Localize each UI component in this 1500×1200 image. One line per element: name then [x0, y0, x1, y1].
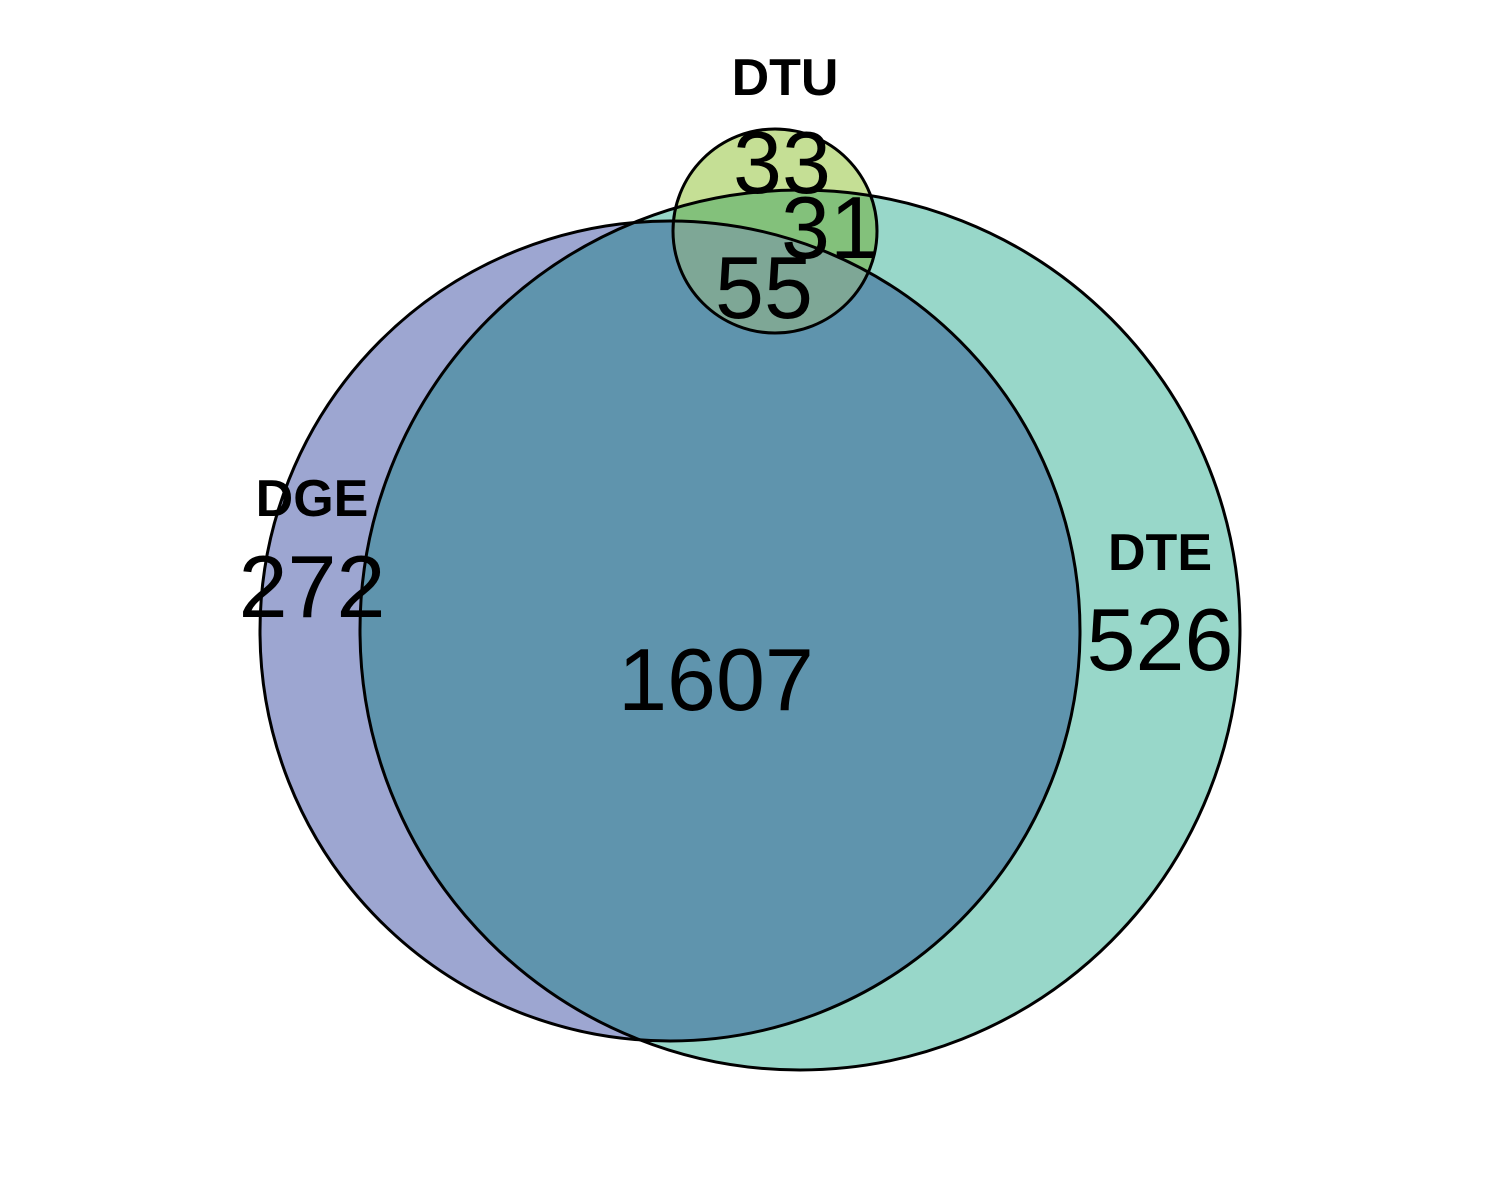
dge-dte-dtu-count: 55 [715, 238, 813, 337]
overlap-fills [360, 190, 1080, 1041]
dge-dte-count: 1607 [618, 630, 814, 729]
set-outlines [258, 127, 1242, 1072]
dtu-only-count: 33 [733, 113, 831, 212]
dte-dtu-count: 31 [781, 178, 879, 277]
dtu-circle-outline [671, 127, 879, 335]
dtu-set-label: DTU [732, 49, 839, 107]
dge-dte-overlap-fill [360, 221, 1080, 1041]
dte-only-count: 526 [1087, 590, 1234, 689]
dge-circle-outline [258, 219, 1082, 1043]
dge-only-count: 272 [239, 537, 386, 636]
dte-circle-outline [358, 188, 1242, 1072]
dte-set-label: DTE [1108, 524, 1212, 582]
dge-set-label: DGE [256, 470, 369, 528]
